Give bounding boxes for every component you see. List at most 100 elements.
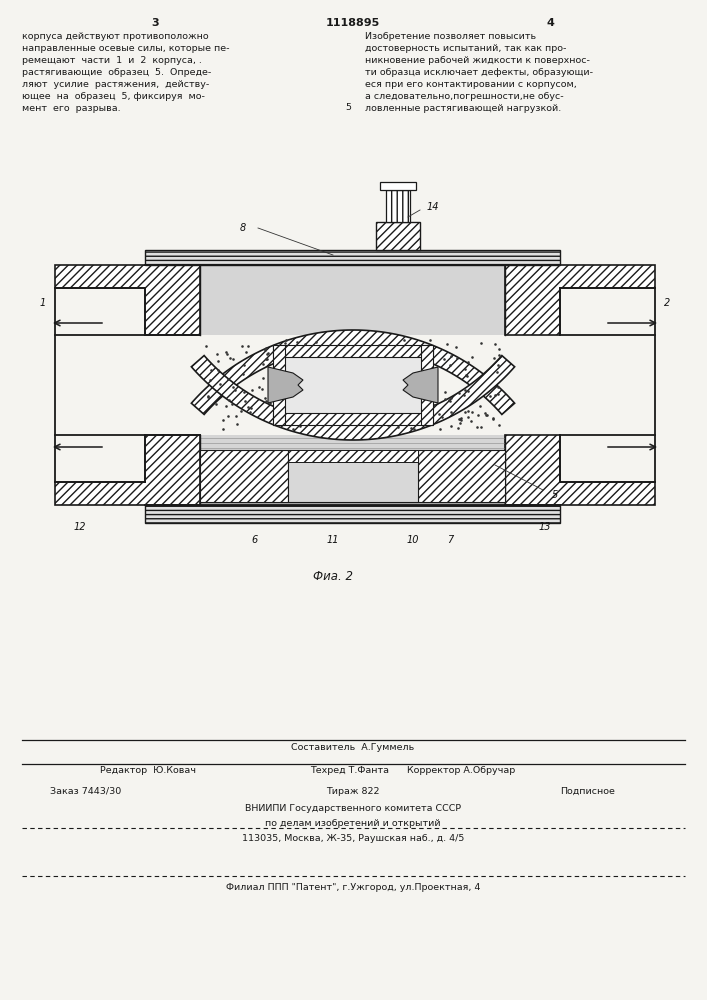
Point [318, 340, 329, 356]
Point [217, 412, 228, 428]
Point [472, 419, 483, 435]
Point [235, 403, 247, 419]
Text: Изобретение позволяет повысить
достоверность испытаний, так как про-
никновение : Изобретение позволяет повысить достоверн… [365, 32, 593, 113]
Point [226, 396, 238, 412]
Point [223, 392, 235, 408]
Text: 11: 11 [327, 535, 339, 545]
Point [433, 406, 445, 422]
Point [455, 410, 467, 426]
Point [310, 369, 321, 385]
Point [230, 408, 242, 424]
Point [387, 367, 398, 383]
Point [459, 387, 470, 403]
Polygon shape [145, 505, 560, 523]
Point [298, 389, 309, 405]
Text: 6: 6 [252, 535, 258, 545]
Polygon shape [288, 450, 418, 462]
Point [230, 382, 241, 398]
Point [316, 406, 327, 422]
Point [274, 397, 286, 413]
Point [289, 372, 300, 388]
Text: ВНИИПИ Государственного комитета СССР: ВНИИПИ Государственного комитета СССР [245, 804, 461, 813]
Point [257, 370, 268, 386]
Point [489, 350, 500, 366]
Text: Филиал ППП "Патент", г.Ужгород, ул.Проектная, 4: Филиал ППП "Патент", г.Ужгород, ул.Проек… [226, 883, 480, 892]
Polygon shape [418, 450, 505, 502]
Polygon shape [273, 345, 433, 357]
Point [403, 350, 414, 366]
Point [431, 393, 442, 409]
Text: 7: 7 [447, 535, 453, 545]
Point [260, 340, 271, 356]
Point [276, 392, 288, 408]
Point [297, 375, 308, 391]
Point [462, 354, 474, 370]
Point [373, 337, 384, 353]
Point [280, 368, 291, 384]
Point [492, 357, 503, 373]
Point [279, 335, 291, 351]
Polygon shape [55, 435, 200, 505]
Polygon shape [145, 250, 560, 265]
Polygon shape [273, 413, 433, 425]
Point [260, 351, 271, 367]
Point [493, 347, 505, 363]
Point [414, 365, 426, 381]
Point [288, 379, 300, 395]
Point [238, 384, 250, 400]
Point [404, 363, 416, 379]
Point [406, 420, 417, 436]
Point [402, 382, 413, 398]
Point [246, 400, 257, 416]
Point [406, 376, 417, 392]
Point [245, 404, 256, 420]
Point [318, 378, 329, 394]
Point [445, 418, 457, 434]
Point [310, 345, 321, 361]
Point [294, 418, 305, 434]
Text: Техред Т.Фанта      Корректор А.Обручар: Техред Т.Фанта Корректор А.Обручар [310, 766, 515, 775]
Point [465, 413, 477, 429]
Text: 113035, Москва, Ж-35, Раушская наб., д. 4/5: 113035, Москва, Ж-35, Раушская наб., д. … [242, 834, 464, 843]
Point [479, 405, 491, 421]
Point [261, 393, 272, 409]
Point [299, 336, 310, 352]
Point [310, 334, 322, 350]
Point [221, 344, 232, 360]
Point [384, 369, 395, 385]
Polygon shape [285, 357, 421, 413]
Point [462, 403, 474, 419]
Point [481, 407, 492, 423]
Point [462, 383, 474, 399]
Polygon shape [505, 435, 655, 505]
Point [413, 369, 424, 385]
Point [407, 360, 418, 376]
Point [284, 345, 296, 361]
Point [304, 346, 315, 362]
Point [402, 356, 413, 372]
Point [291, 363, 303, 379]
Point [450, 339, 462, 355]
Point [300, 417, 311, 433]
Polygon shape [386, 190, 410, 222]
Point [489, 387, 501, 403]
Point [264, 390, 276, 406]
Point [407, 401, 419, 417]
Point [227, 379, 238, 395]
Point [406, 375, 417, 391]
Point [434, 421, 445, 437]
Point [455, 412, 467, 428]
Point [227, 351, 238, 367]
Text: 4: 4 [546, 18, 554, 28]
Point [445, 390, 456, 406]
Text: 13: 13 [539, 522, 551, 532]
Point [493, 417, 504, 433]
Text: 3: 3 [151, 18, 159, 28]
Point [408, 390, 419, 406]
Text: 14: 14 [427, 202, 439, 212]
Point [261, 346, 272, 362]
Point [423, 348, 435, 364]
Point [243, 399, 254, 415]
Point [437, 409, 448, 425]
Point [393, 391, 404, 407]
